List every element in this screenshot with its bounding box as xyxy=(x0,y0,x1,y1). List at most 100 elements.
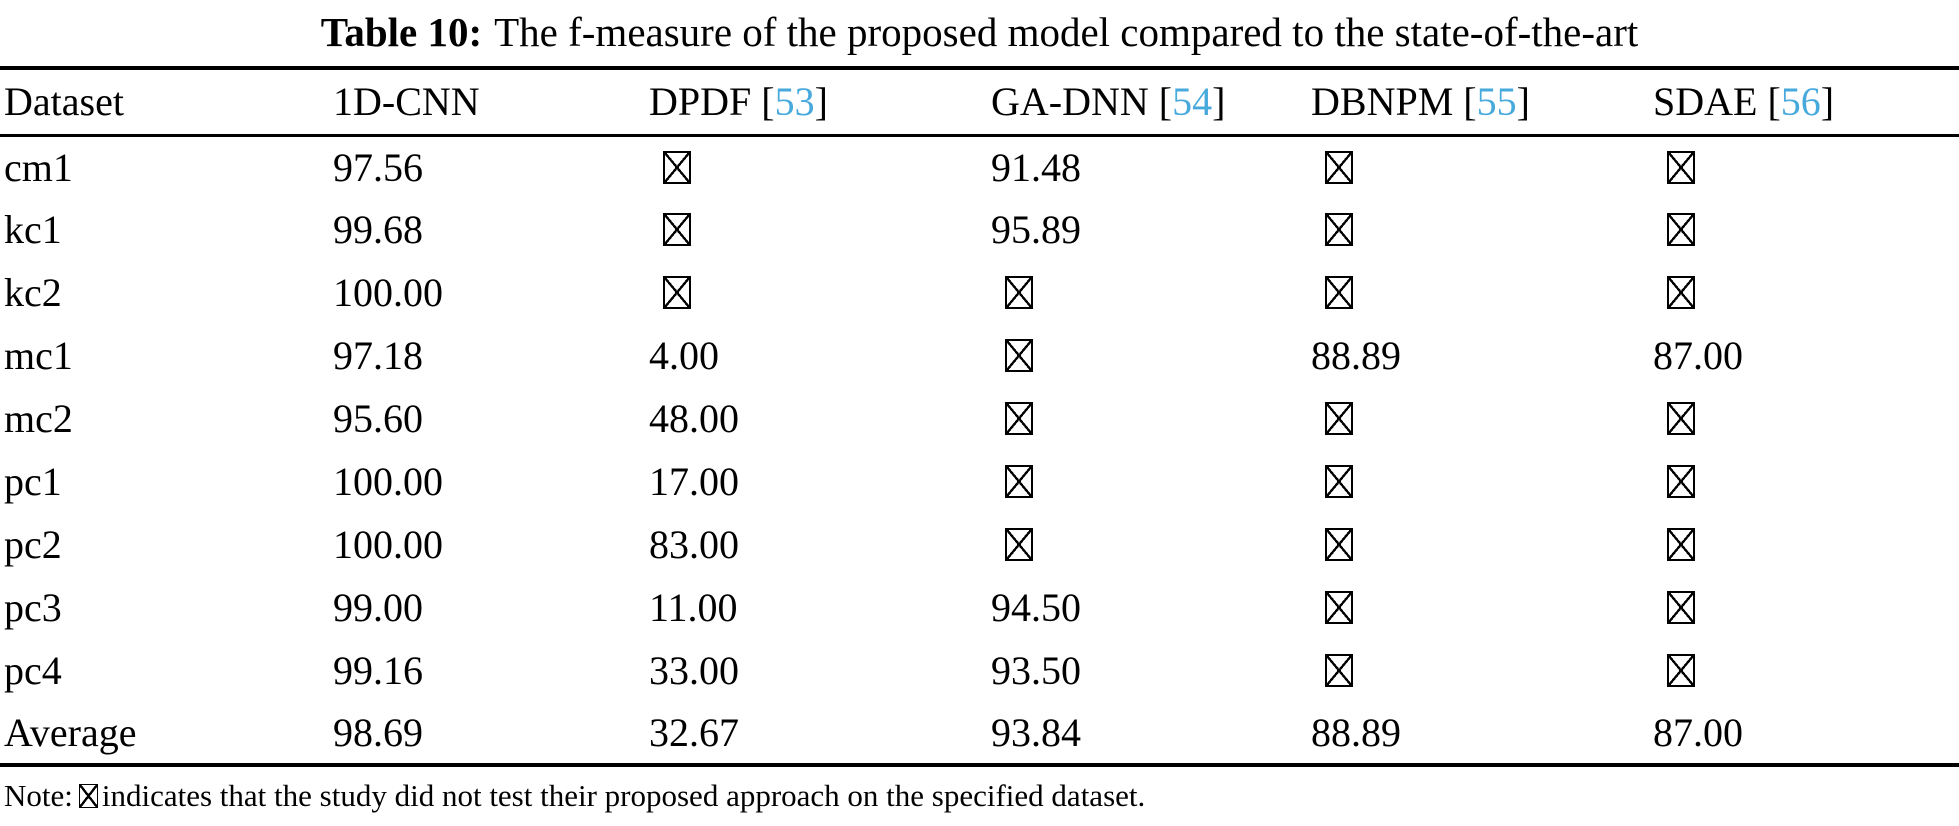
table-row-cm1: cm1 97.56 91.48 xyxy=(0,135,1959,198)
column-header-label: SDAE xyxy=(1653,79,1758,125)
not-tested-icon xyxy=(78,784,98,808)
cell-value xyxy=(1308,261,1650,324)
cell-dataset-name: cm1 xyxy=(4,144,73,190)
cell-value: 99.00 xyxy=(333,585,423,630)
not-tested-icon xyxy=(1005,402,1033,435)
table-row-mc1: mc1 97.18 4.00 88.89 87.00 xyxy=(0,324,1959,387)
table-row-kc1: kc1 99.68 95.89 xyxy=(0,198,1959,261)
column-header-ga-dnn: GA-DNN [54] xyxy=(991,79,1226,125)
table-row-pc4: pc4 99.16 33.00 93.50 xyxy=(0,639,1959,702)
cell-dataset-name: Average xyxy=(4,710,137,755)
not-tested-icon xyxy=(1325,150,1353,184)
header-row: Dataset 1D-CNN DPDF [53] GA-DNN [54] DBNPM [… xyxy=(0,68,1959,135)
citation-ref-54[interactable]: 54 xyxy=(1172,79,1213,125)
cell-dataset-name: mc1 xyxy=(4,333,73,378)
not-tested-icon xyxy=(1667,150,1695,184)
citation-ref-55[interactable]: 55 xyxy=(1476,79,1517,125)
table-row-kc2: kc2 100.00 xyxy=(0,261,1959,324)
not-tested-icon xyxy=(1005,339,1033,372)
cell-dataset-name: mc2 xyxy=(4,396,73,441)
column-header-label: 1D-CNN xyxy=(333,79,480,125)
cell-value xyxy=(1308,387,1650,450)
cell-value xyxy=(1650,387,1959,450)
not-tested-icon xyxy=(1325,465,1353,498)
column-header-1d-cnn: 1D-CNN xyxy=(330,68,646,135)
cell-value: 48.00 xyxy=(649,396,739,441)
column-header-dbnpm: DBNPM [55] xyxy=(1311,79,1530,125)
not-tested-icon xyxy=(1005,465,1033,498)
note-prefix: Note: xyxy=(4,778,73,813)
not-tested-icon xyxy=(1325,402,1353,435)
table-row-mc2: mc2 95.60 48.00 xyxy=(0,387,1959,450)
cell-value: 97.18 xyxy=(333,333,423,378)
cell-value: 88.89 xyxy=(1311,333,1401,378)
column-header-label: Dataset xyxy=(4,79,124,125)
cell-value: 93.84 xyxy=(991,710,1081,755)
cell-value xyxy=(1650,576,1959,639)
cell-value: 4.00 xyxy=(649,333,719,378)
cell-value: 17.00 xyxy=(649,459,739,504)
cell-value: 98.69 xyxy=(333,710,423,755)
cell-value xyxy=(988,450,1308,513)
cell-value xyxy=(1308,513,1650,576)
cell-value xyxy=(1650,135,1959,198)
cell-value xyxy=(1650,198,1959,261)
cell-value xyxy=(1308,450,1650,513)
cell-value xyxy=(646,198,988,261)
cell-value: 88.89 xyxy=(1311,710,1401,755)
not-tested-icon xyxy=(1667,591,1695,624)
cell-value xyxy=(646,261,988,324)
column-header-label: DBNPM xyxy=(1311,79,1454,125)
cell-value: 100.00 xyxy=(333,522,443,567)
cell-value: 33.00 xyxy=(649,648,739,693)
citation-ref-53[interactable]: 53 xyxy=(774,79,815,125)
cell-value: 99.16 xyxy=(333,648,423,693)
cell-value xyxy=(1650,450,1959,513)
table-note: Note: indicates that the study did not te… xyxy=(0,767,1959,816)
results-table-body: cm1 97.56 91.48 kc1 99.68 95.89 kc2 100.00 mc1 97… xyxy=(0,135,1959,765)
cell-value xyxy=(1650,261,1959,324)
table-row-pc3: pc3 99.00 11.00 94.50 xyxy=(0,576,1959,639)
note-text: indicates that the study did not test th… xyxy=(101,778,1146,813)
column-header-label: DPDF xyxy=(649,79,752,125)
cell-value: 100.00 xyxy=(333,459,443,504)
column-header-label: GA-DNN xyxy=(991,79,1149,125)
results-table-header: Dataset 1D-CNN DPDF [53] GA-DNN [54] DBNPM [… xyxy=(0,68,1959,135)
not-tested-icon xyxy=(663,150,691,184)
cell-value xyxy=(1650,639,1959,702)
cell-value: 95.60 xyxy=(333,396,423,441)
cell-value xyxy=(988,387,1308,450)
citation-ref-56[interactable]: 56 xyxy=(1780,79,1821,125)
not-tested-icon xyxy=(1667,528,1695,561)
cell-value: 97.56 xyxy=(333,144,423,190)
cell-value xyxy=(1308,639,1650,702)
cell-value: 91.48 xyxy=(991,144,1081,190)
cell-value: 95.89 xyxy=(991,207,1081,252)
cell-dataset-name: kc2 xyxy=(4,270,62,315)
not-tested-icon xyxy=(1325,654,1353,687)
cell-dataset-name: kc1 xyxy=(4,207,62,252)
not-tested-icon xyxy=(1325,276,1353,309)
cell-value xyxy=(1308,135,1650,198)
cell-value: 32.67 xyxy=(649,710,739,755)
cell-dataset-name: pc3 xyxy=(4,585,62,630)
not-tested-icon xyxy=(1325,528,1353,561)
not-tested-icon xyxy=(1667,465,1695,498)
cell-value: 99.68 xyxy=(333,207,423,252)
not-tested-icon xyxy=(1325,591,1353,624)
column-header-sdae: SDAE [56] xyxy=(1653,79,1835,125)
cell-value xyxy=(1650,513,1959,576)
results-table: Dataset 1D-CNN DPDF [53] GA-DNN [54] DBNPM [… xyxy=(0,66,1959,767)
cell-dataset-name: pc4 xyxy=(4,648,62,693)
cell-value xyxy=(988,513,1308,576)
not-tested-icon xyxy=(1005,276,1033,309)
table-row-pc2: pc2 100.00 83.00 xyxy=(0,513,1959,576)
cell-value: 11.00 xyxy=(649,585,738,630)
cell-value xyxy=(646,135,988,198)
not-tested-icon xyxy=(1667,213,1695,246)
not-tested-icon xyxy=(1667,402,1695,435)
cell-dataset-name: pc2 xyxy=(4,522,62,567)
table-row-pc1: pc1 100.00 17.00 xyxy=(0,450,1959,513)
table-row-average: Average 98.69 32.67 93.84 88.89 87.00 xyxy=(0,702,1959,765)
